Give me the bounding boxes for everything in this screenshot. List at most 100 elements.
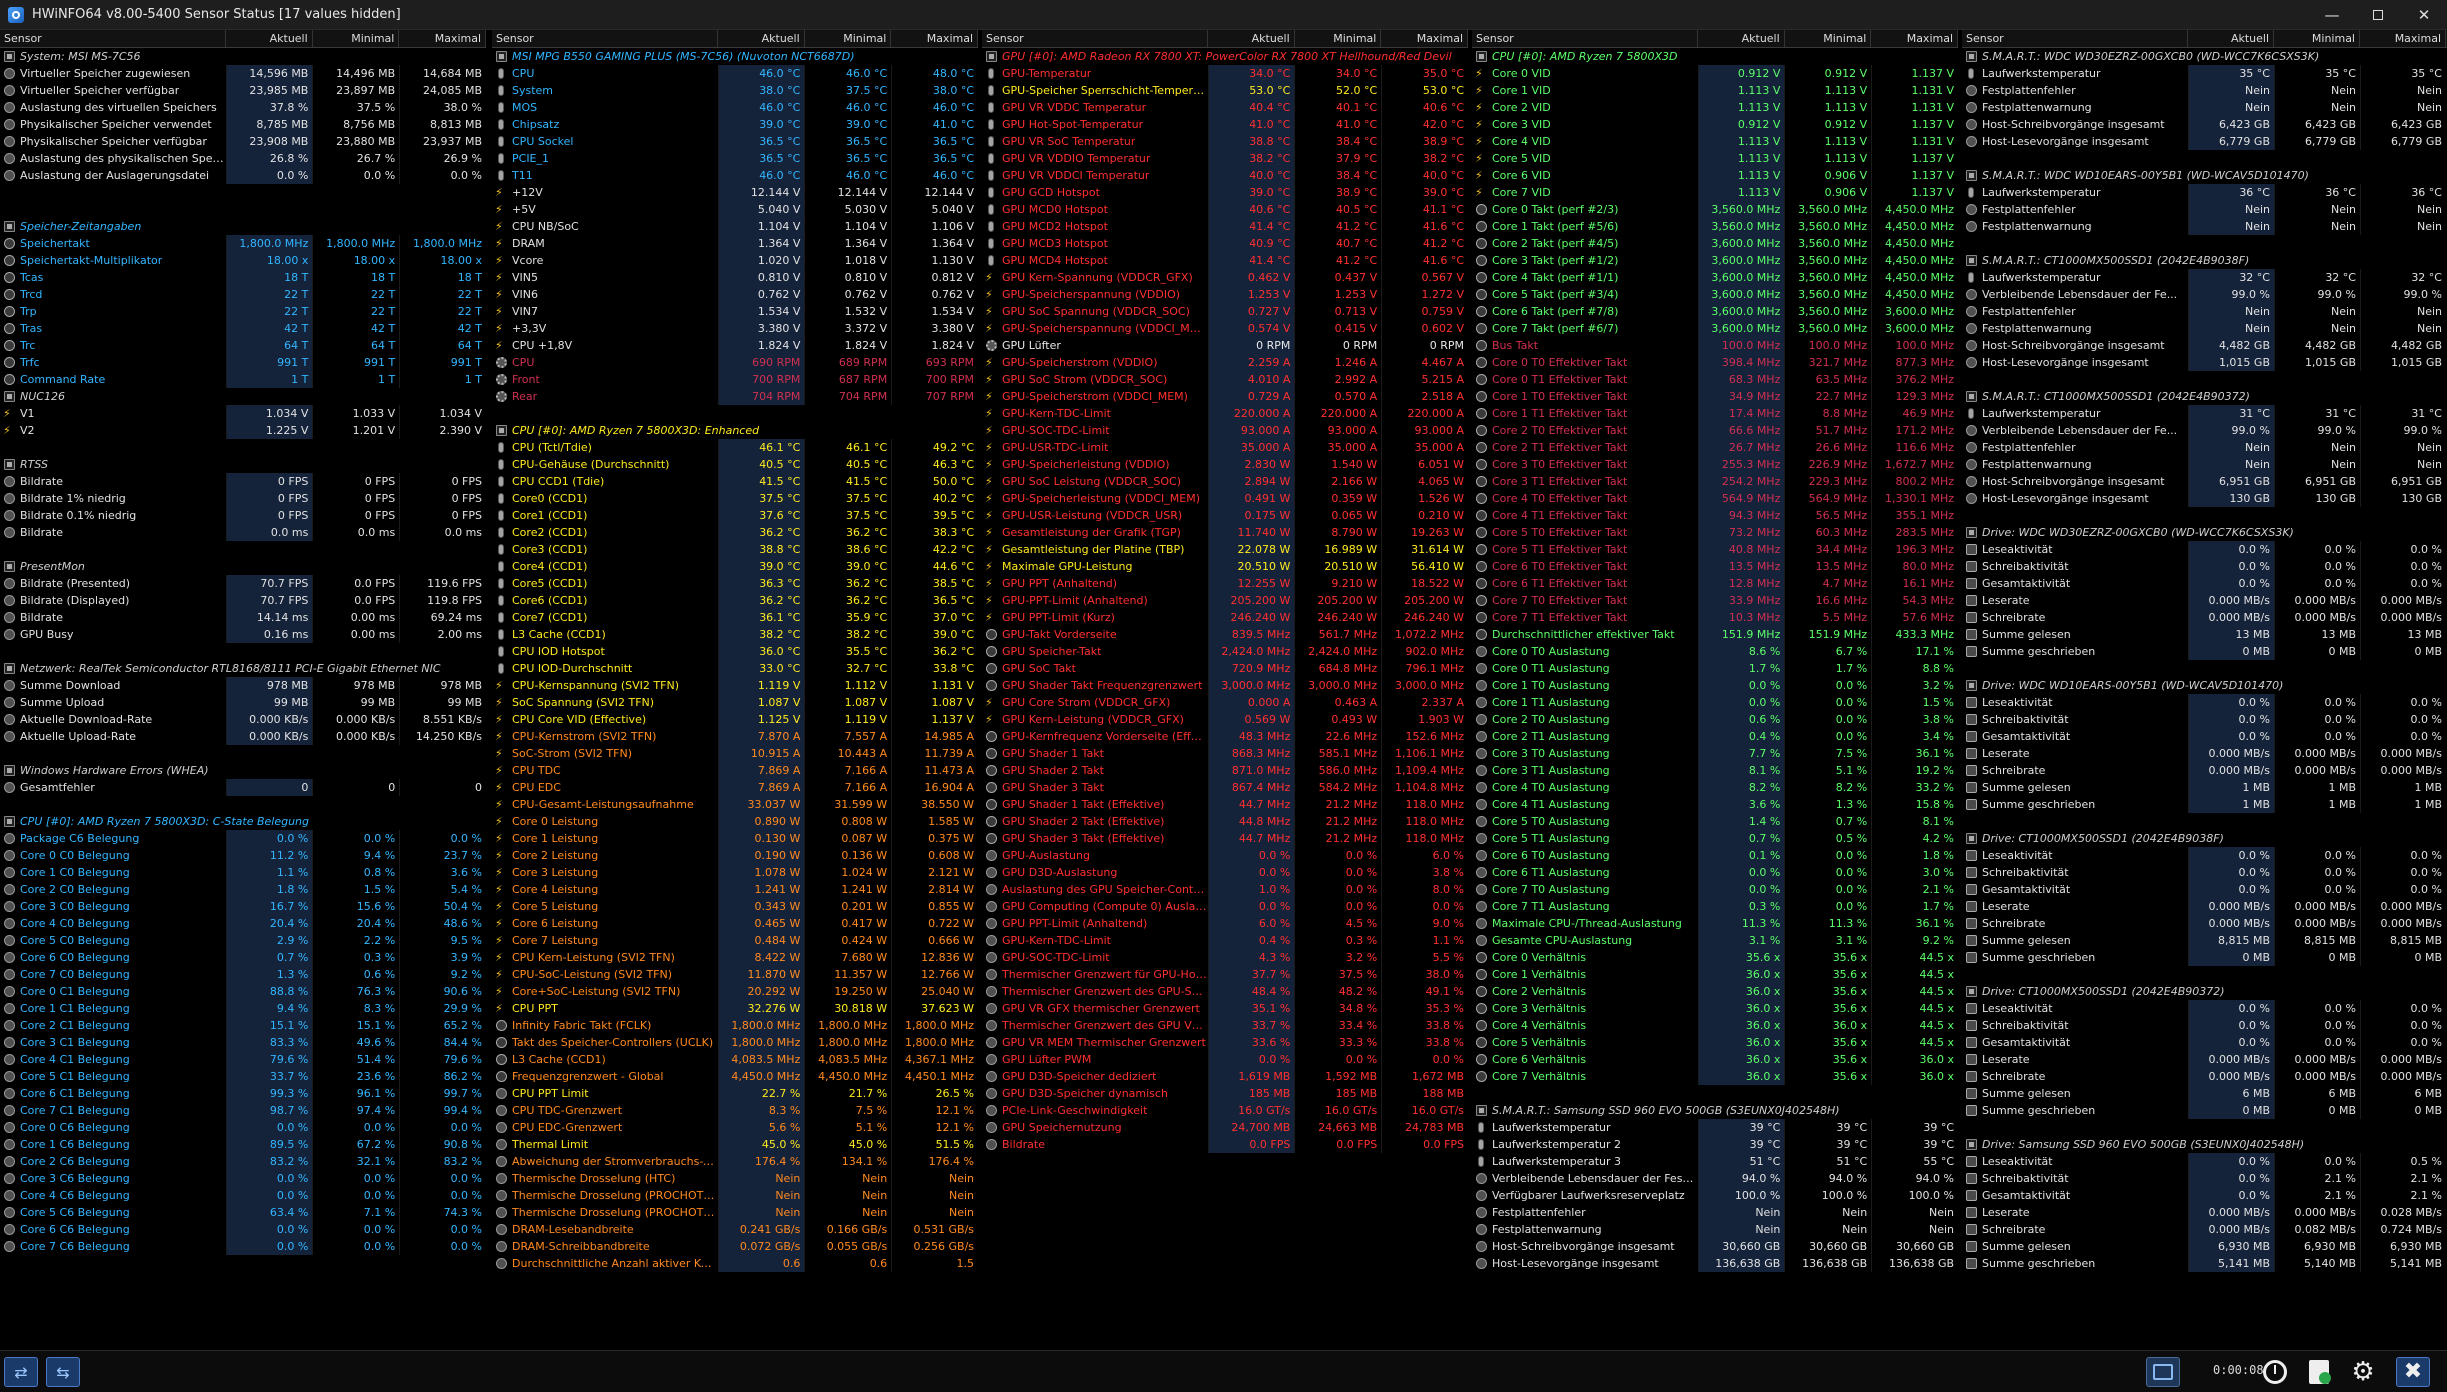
sensor-row[interactable]: Schreibrate 0.000 MB/s 0.000 MB/s 0.000 MB/… — [1962, 915, 2447, 932]
sensor-row[interactable]: Gesamtaktivität 0.0 % 0.0 % 0.0 % — [1962, 881, 2447, 898]
sensor-row[interactable]: Core 2 Takt (perf #4/5) 3,600.0 MHz 3,560.… — [1472, 235, 1958, 252]
close-sensors-button[interactable]: ✖ — [2396, 1357, 2430, 1387]
sensor-row[interactable]: Host-Schreibvorgänge insgesamt 6,951 GB 6,… — [1962, 473, 2447, 490]
sensor-group-header[interactable]: Speicher-Zeitangaben — [0, 218, 486, 235]
scroll-left-button[interactable]: ⇄ — [4, 1357, 38, 1387]
sensor-row[interactable]: CPU TDC 7.869 A 7.166 A 11.473 A — [492, 762, 978, 779]
sensor-row[interactable]: Core 6 C0 Belegung 0.7 % 0.3 % 3.9 % — [0, 949, 486, 966]
sensor-row[interactable]: Core 2 T1 Auslastung 0.4 % 0.0 % 3.4 % — [1472, 728, 1958, 745]
header-max[interactable]: Maximal — [891, 30, 978, 47]
sensor-row[interactable]: Core 3 C6 Belegung 0.0 % 0.0 % 0.0 % — [0, 1170, 486, 1187]
sensor-row[interactable]: Core 3 C0 Belegung 16.7 % 15.6 % 50.4 % — [0, 898, 486, 915]
sensor-row[interactable]: CPU IOD-Durchschnitt 33.0 °C 32.7 °C 33.8 °… — [492, 660, 978, 677]
sensor-row[interactable]: GPU Lüfter 0 RPM 0 RPM 0 RPM — [982, 337, 1468, 354]
sensor-row[interactable]: GPU-Speicherleistung (VDDIO) 2.830 W 1.540… — [982, 456, 1468, 473]
sensor-group-header[interactable]: Windows Hardware Errors (WHEA) — [0, 762, 486, 779]
sensor-row[interactable]: Laufwerkstemperatur 39 °C 39 °C 39 °C — [1472, 1119, 1958, 1136]
sensor-row[interactable]: GPU-Kern-TDC-Limit 0.4 % 0.3 % 1.1 % — [982, 932, 1468, 949]
sensor-row[interactable]: Core 2 C1 Belegung 15.1 % 15.1 % 65.2 % — [0, 1017, 486, 1034]
sensor-row[interactable]: GPU Shader 1 Takt 868.3 MHz 585.1 MHz 1,106… — [982, 745, 1468, 762]
header-max[interactable]: Maximal — [1871, 30, 1958, 47]
sensor-row[interactable]: Core 1 C6 Belegung 89.5 % 67.2 % 90.8 % — [0, 1136, 486, 1153]
sensor-group-header[interactable]: CPU [#0]: AMD Ryzen 7 5800X3D: C-State B… — [0, 813, 486, 830]
sensor-row[interactable]: Core 1 T1 Effektiver Takt 17.4 MHz 8.8 MHz… — [1472, 405, 1958, 422]
sensor-row[interactable]: Core 1 Takt (perf #5/6) 3,560.0 MHz 3,560.… — [1472, 218, 1958, 235]
sensor-row[interactable]: GPU Shader 3 Takt 867.4 MHz 584.2 MHz 1,104… — [982, 779, 1468, 796]
sensor-row[interactable]: Core 1 VID 1.113 V 1.113 V 1.131 V — [1472, 82, 1958, 99]
sensor-row[interactable]: Core1 (CCD1) 37.6 °C 37.5 °C 39.5 °C — [492, 507, 978, 524]
sensor-row[interactable]: CPU TDC-Grenzwert 8.3 % 7.5 % 12.1 % — [492, 1102, 978, 1119]
sensor-row[interactable]: Core 6 T0 Effektiver Takt 13.5 MHz 13.5 MH… — [1472, 558, 1958, 575]
sensor-row[interactable]: Speichertakt-Multiplikator 18.00 x 18.00 x… — [0, 252, 486, 269]
sensor-row[interactable]: Verfügbarer Laufwerksreserveplatz 100.0 %… — [1472, 1187, 1958, 1204]
sensor-row[interactable]: Bildrate 0 FPS 0 FPS 0 FPS — [0, 473, 486, 490]
sensor-row[interactable]: Laufwerkstemperatur 35 °C 35 °C 35 °C — [1962, 65, 2447, 82]
network-button[interactable] — [2146, 1357, 2180, 1387]
sensor-row[interactable]: GPU-Speicher Sperrschicht-Temperatur 53.0… — [982, 82, 1468, 99]
sensor-row[interactable]: System 38.0 °C 37.5 °C 38.0 °C — [492, 82, 978, 99]
sensor-row[interactable]: Core 0 T1 Effektiver Takt 68.3 MHz 63.5 MH… — [1472, 371, 1958, 388]
sensor-row[interactable]: Festplattenfehler Nein Nein Nein — [1962, 303, 2447, 320]
sensor-row[interactable]: Core 3 Takt (perf #1/2) 3,600.0 MHz 3,560.… — [1472, 252, 1958, 269]
sensor-row[interactable]: Aktuelle Download-Rate 0.000 KB/s 0.000 KB… — [0, 711, 486, 728]
sensor-row[interactable]: DRAM-Schreibbandbreite 0.072 GB/s 0.055 GB… — [492, 1238, 978, 1255]
sensor-row[interactable]: Core 3 T0 Effektiver Takt 255.3 MHz 226.9 … — [1472, 456, 1958, 473]
sensor-row[interactable]: Core 1 C0 Belegung 1.1 % 0.8 % 3.6 % — [0, 864, 486, 881]
sensor-row[interactable]: Core 5 T1 Effektiver Takt 40.8 MHz 34.4 MH… — [1472, 541, 1958, 558]
sensor-row[interactable]: Gesamtfehler 0 0 0 — [0, 779, 486, 796]
sensor-row[interactable]: Rear 704 RPM 704 RPM 707 RPM — [492, 388, 978, 405]
sensor-row[interactable]: GPU VR VDDC Temperatur 40.4 °C 40.1 °C 40.6… — [982, 99, 1468, 116]
sensor-row[interactable]: Core 4 Takt (perf #1/1) 3,600.0 MHz 3,560.… — [1472, 269, 1958, 286]
sensor-row[interactable]: Bildrate 0.0 FPS 0.0 FPS 0.0 FPS — [982, 1136, 1468, 1153]
sensor-row[interactable]: CPU-Kernstrom (SVI2 TFN) 7.870 A 7.557 A 14… — [492, 728, 978, 745]
sensor-row[interactable]: Core 0 C0 Belegung 11.2 % 9.4 % 23.7 % — [0, 847, 486, 864]
header-current[interactable]: Aktuell — [1208, 30, 1295, 47]
header-current[interactable]: Aktuell — [1698, 30, 1785, 47]
sensor-row[interactable]: Festplattenfehler Nein Nein Nein — [1962, 439, 2447, 456]
sensor-row[interactable]: GPU Shader 3 Takt (Effektive) 44.7 MHz 21.… — [982, 830, 1468, 847]
sensor-row[interactable]: Core 7 T0 Auslastung 0.0 % 0.0 % 2.1 % — [1472, 881, 1958, 898]
sensor-row[interactable]: Core 4 T1 Effektiver Takt 94.3 MHz 56.5 MH… — [1472, 507, 1958, 524]
sensor-row[interactable]: Host-Lesevorgänge insgesamt 136,638 GB 136… — [1472, 1255, 1958, 1272]
sensor-row[interactable]: Maximale GPU-Leistung 20.510 W 20.510 W 56.… — [982, 558, 1468, 575]
sensor-row[interactable]: Core6 (CCD1) 36.2 °C 36.2 °C 36.5 °C — [492, 592, 978, 609]
scroll-right-button[interactable]: ⇆ — [46, 1357, 80, 1387]
sensor-row[interactable]: Core2 (CCD1) 36.2 °C 36.2 °C 38.3 °C — [492, 524, 978, 541]
sensor-row[interactable]: GPU D3D-Speicher dynamisch 185 MB 185 MB 18… — [982, 1085, 1468, 1102]
sensor-row[interactable]: Summe gelesen 13 MB 13 MB 13 MB — [1962, 626, 2447, 643]
sensor-row[interactable]: GPU Shader Takt Frequenzgrenzwert 3,000.0… — [982, 677, 1468, 694]
sensor-row[interactable]: Maximale CPU-/Thread-Auslastung 11.3 % 11.… — [1472, 915, 1958, 932]
sensor-row[interactable]: GPU D3D-Speicher dediziert 1,619 MB 1,592 … — [982, 1068, 1468, 1085]
sensor-row[interactable]: Core 3 VID 0.912 V 0.912 V 1.137 V — [1472, 116, 1958, 133]
sensor-row[interactable]: Core 2 C6 Belegung 83.2 % 32.1 % 83.2 % — [0, 1153, 486, 1170]
sensor-row[interactable]: Core 5 T0 Auslastung 1.4 % 0.7 % 8.1 % — [1472, 813, 1958, 830]
sensor-row[interactable]: CPU +1,8V 1.824 V 1.824 V 1.824 V — [492, 337, 978, 354]
sensor-row[interactable]: Auslastung des virtuellen Speichers 37.8 … — [0, 99, 486, 116]
sensor-group-header[interactable]: S.M.A.R.T.: CT1000MX500SSD1 (2042E4B9038… — [1962, 252, 2447, 269]
sensor-row[interactable]: GPU Shader 1 Takt (Effektive) 44.7 MHz 21.… — [982, 796, 1468, 813]
sensor-row[interactable]: Schreibaktivität 0.0 % 0.0 % 0.0 % — [1962, 711, 2447, 728]
sensor-row[interactable]: Host-Lesevorgänge insgesamt 130 GB 130 GB 1… — [1962, 490, 2447, 507]
sensor-row[interactable]: Core 4 C0 Belegung 20.4 % 20.4 % 48.6 % — [0, 915, 486, 932]
sensor-row[interactable]: Festplattenwarnung Nein Nein Nein — [1472, 1221, 1958, 1238]
sensor-row[interactable]: Core 3 C1 Belegung 83.3 % 49.6 % 84.4 % — [0, 1034, 486, 1051]
header-max[interactable]: Maximal — [1381, 30, 1468, 47]
sensor-row[interactable]: Thermischer Grenzwert des GPU-Speichers4… — [982, 983, 1468, 1000]
sensor-row[interactable]: Durchschnittlicher effektiver Takt 151.9 … — [1472, 626, 1958, 643]
sensor-row[interactable]: Core 6 T0 Auslastung 0.1 % 0.0 % 1.8 % — [1472, 847, 1958, 864]
sensor-row[interactable]: Core 6 C1 Belegung 99.3 % 96.1 % 99.7 % — [0, 1085, 486, 1102]
sensor-row[interactable]: Core 5 VID 1.113 V 1.113 V 1.137 V — [1472, 150, 1958, 167]
sensor-row[interactable]: Core 6 C6 Belegung 0.0 % 0.0 % 0.0 % — [0, 1221, 486, 1238]
sensor-row[interactable]: Summe gelesen 6 MB 6 MB 6 MB — [1962, 1085, 2447, 1102]
sensor-row[interactable]: Thermische Drosselung (HTC) Nein Nein Nein — [492, 1170, 978, 1187]
sensor-row[interactable]: Festplattenfehler Nein Nein Nein — [1962, 201, 2447, 218]
sensor-row[interactable]: Core 1 C1 Belegung 9.4 % 8.3 % 29.9 % — [0, 1000, 486, 1017]
sensor-row[interactable]: Core 5 C1 Belegung 33.7 % 23.6 % 86.2 % — [0, 1068, 486, 1085]
sensor-row[interactable]: Leseaktivität 0.0 % 0.0 % 0.0 % — [1962, 847, 2447, 864]
sensor-row[interactable]: Trp 22 T 22 T 22 T — [0, 303, 486, 320]
sensor-row[interactable]: Durchschnittliche Anzahl aktiver Kerne 0.… — [492, 1255, 978, 1272]
minimize-button[interactable]: — — [2309, 0, 2355, 30]
sensor-row[interactable]: Bildrate 14.14 ms 0.00 ms 69.24 ms — [0, 609, 486, 626]
sensor-row[interactable]: Festplattenwarnung Nein Nein Nein — [1962, 99, 2447, 116]
